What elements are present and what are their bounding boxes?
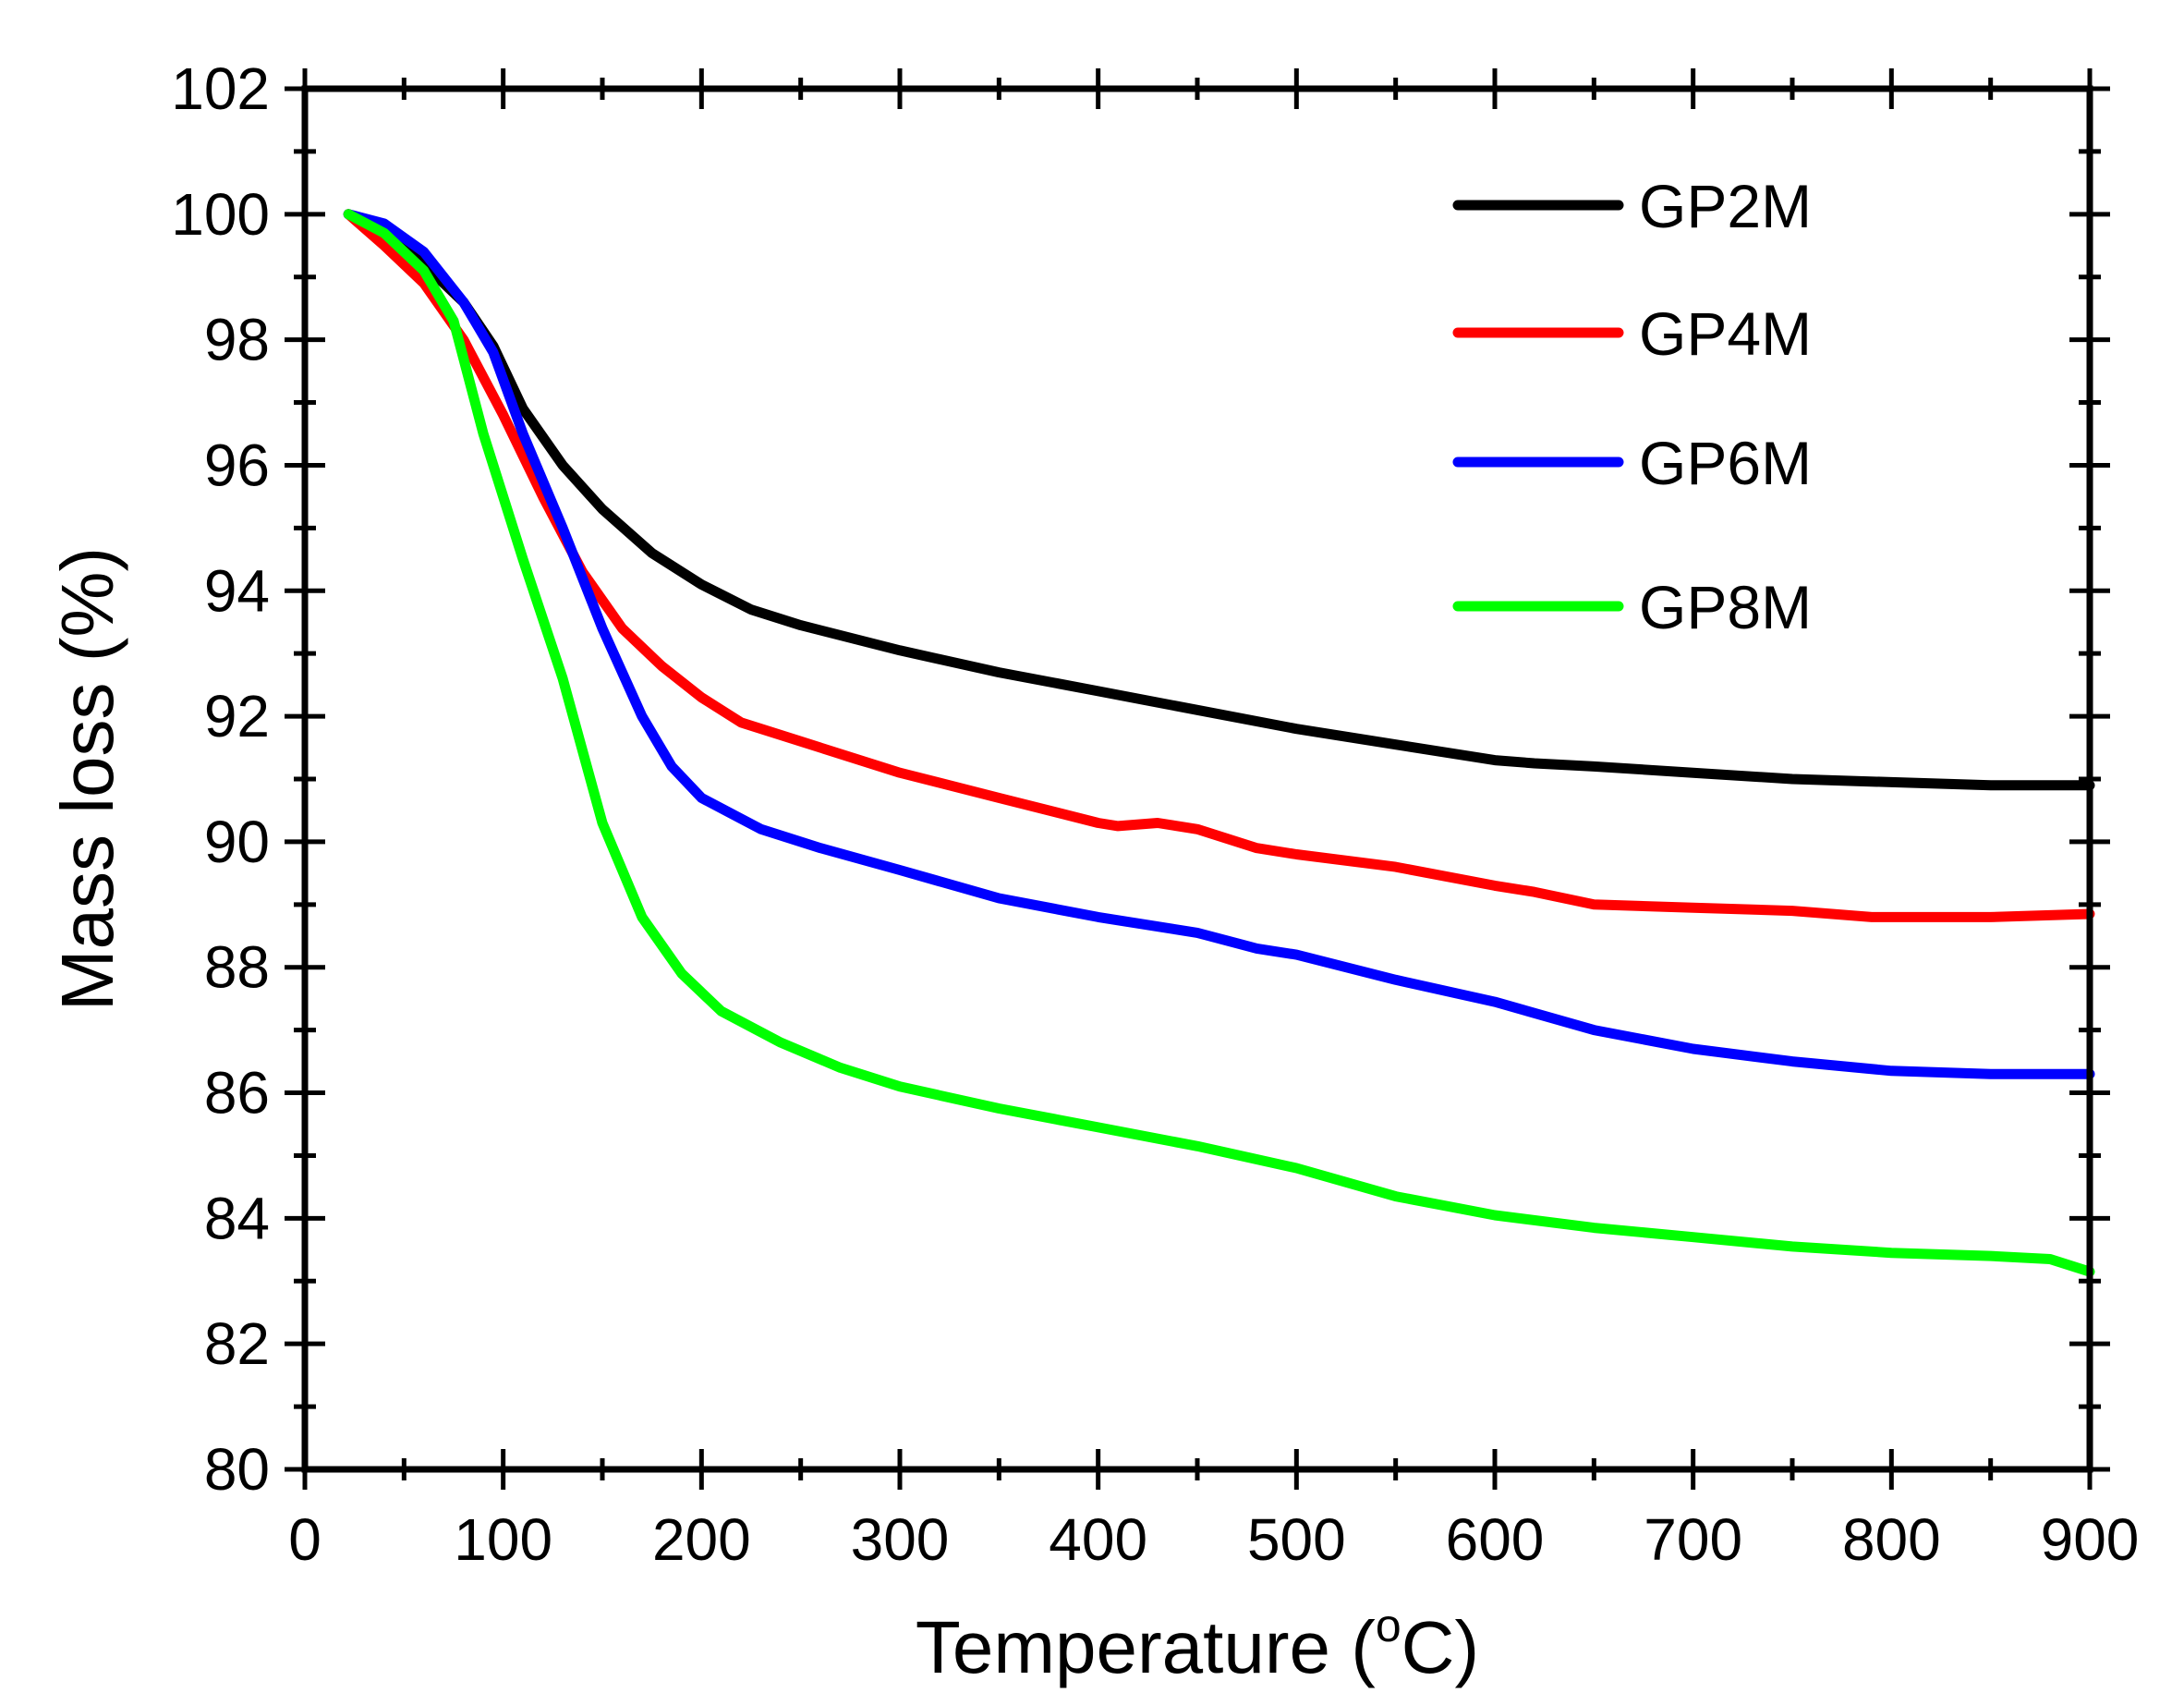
y-tick-label: 82 (204, 1310, 270, 1377)
x-axis-title-prefix: Temperature ( (916, 1606, 1376, 1688)
legend: GP2M GP4M GP6M GP8M (1452, 172, 1812, 641)
y-tick-label: 102 (171, 55, 270, 122)
tick-labels: 0 100 200 300 400 500 600 700 800 900 80 82 84 86 88 90… (171, 55, 2139, 1573)
x-tick-label: 300 (851, 1506, 950, 1573)
series-line-gp2m (343, 209, 2095, 791)
legend-label-gp8m: GP8M (1639, 573, 1812, 641)
series-line-gp6m (343, 209, 2095, 1079)
legend-label-gp6m: GP6M (1639, 429, 1812, 497)
x-axis-title: Temperature (oC) (916, 1600, 1479, 1688)
y-tick-label: 98 (204, 307, 270, 373)
x-tick-label: 200 (652, 1506, 751, 1573)
y-axis-title: Mass loss (%) (46, 547, 128, 1011)
series-lines (343, 209, 2095, 1277)
y-tick-label: 92 (204, 683, 270, 749)
x-tick-label: 700 (1644, 1506, 1742, 1573)
x-axis-title-suffix: C) (1401, 1606, 1479, 1688)
x-tick-label: 800 (1842, 1506, 1941, 1573)
y-tick-label: 90 (204, 809, 270, 875)
y-tick-label: 84 (204, 1185, 270, 1251)
x-tick-label: 600 (1446, 1506, 1545, 1573)
y-tick-label: 80 (204, 1436, 270, 1503)
y-tick-label: 96 (204, 432, 270, 498)
x-tick-label: 0 (288, 1506, 322, 1573)
y-tick-label: 94 (204, 557, 270, 624)
x-tick-label: 400 (1049, 1506, 1147, 1573)
x-tick-label: 100 (454, 1506, 552, 1573)
series-line-gp4m (343, 209, 2095, 922)
y-tick-label: 86 (204, 1060, 270, 1127)
plot-frame (301, 85, 2093, 1473)
legend-label-gp4m: GP4M (1639, 299, 1812, 368)
y-tick-label: 88 (204, 934, 270, 1001)
y-tick-label: 100 (171, 181, 270, 248)
series-line-gp8m (343, 209, 2095, 1277)
x-tick-label: 900 (2041, 1506, 2140, 1573)
x-axis-title-superscript: o (1376, 1600, 1401, 1651)
x-tick-label: 500 (1247, 1506, 1346, 1573)
legend-label-gp2m: GP2M (1639, 172, 1812, 240)
